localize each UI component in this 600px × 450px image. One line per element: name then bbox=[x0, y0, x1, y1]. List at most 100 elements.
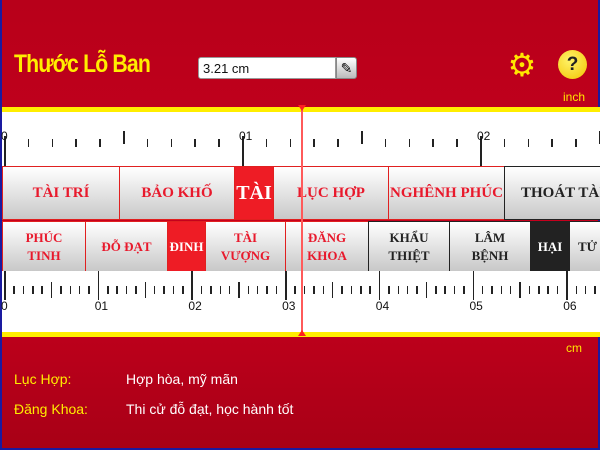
ruler-tick bbox=[4, 136, 6, 166]
segment-thoát-tài: THOÁT TÀI bbox=[504, 166, 600, 220]
ruler-tick bbox=[463, 286, 465, 294]
ruler-tick bbox=[41, 286, 43, 294]
ruler-tick bbox=[481, 286, 484, 294]
ruler-tick bbox=[69, 286, 72, 294]
cursor-bottom-marker-icon bbox=[298, 330, 306, 336]
ruler-tick bbox=[200, 286, 203, 294]
ruler-tick bbox=[503, 139, 506, 147]
ruler-tick bbox=[78, 286, 81, 294]
info-value: Hợp hòa, mỹ mãn bbox=[126, 371, 238, 387]
ruler-label: 06 bbox=[563, 299, 577, 313]
ruler-tick bbox=[378, 271, 381, 300]
ruler-tick bbox=[182, 286, 184, 294]
ruler-tick bbox=[32, 286, 34, 294]
segment-khẩu-thiệt: KHẨU THIỆT bbox=[368, 221, 450, 272]
ruler-tick bbox=[406, 286, 409, 294]
ruler-tick bbox=[528, 286, 531, 294]
ruler-tick bbox=[538, 286, 540, 294]
ruler-tick bbox=[107, 286, 109, 294]
pencil-icon[interactable]: ✎ bbox=[336, 57, 357, 79]
ruler-tick bbox=[256, 286, 259, 294]
segment-hại: HẠI bbox=[530, 221, 570, 272]
ruler-tick bbox=[125, 286, 128, 294]
ruler-tick bbox=[509, 286, 512, 294]
ruler-tick bbox=[435, 286, 437, 294]
ruler-tick bbox=[408, 139, 411, 147]
measurement-cursor[interactable] bbox=[301, 107, 303, 335]
ruler-label: 04 bbox=[375, 299, 390, 313]
ruler-tick bbox=[388, 286, 390, 294]
ruler-tick bbox=[153, 286, 156, 294]
ruler-tick bbox=[444, 286, 446, 294]
ruler-tick bbox=[88, 286, 90, 294]
ruler-tick bbox=[13, 286, 15, 294]
ruler-tick bbox=[337, 139, 339, 147]
info-key: Lục Hợp: bbox=[14, 371, 72, 387]
ruler-tick bbox=[551, 139, 553, 147]
ruler-tick bbox=[50, 282, 53, 298]
cursor-top-marker-icon bbox=[298, 105, 306, 111]
ruler-tick bbox=[146, 139, 149, 147]
ruler-tick bbox=[491, 286, 493, 294]
segment-lâm-bệnh: LÂM BỆNH bbox=[449, 221, 531, 272]
ruler-tick bbox=[218, 139, 220, 147]
ruler-tick bbox=[135, 286, 137, 294]
ruler-tick bbox=[456, 139, 458, 147]
gear-icon[interactable]: ⚙ bbox=[507, 47, 537, 83]
segment-đăng-khoa: ĐĂNG KHOA bbox=[285, 221, 369, 272]
ruler-tick bbox=[453, 286, 456, 294]
ruler-tick bbox=[472, 271, 474, 300]
ruler-label: 02 bbox=[188, 299, 202, 313]
ruler-tick bbox=[172, 286, 175, 294]
ruler-label: 05 bbox=[469, 299, 483, 313]
ruler-tick bbox=[384, 139, 387, 147]
ruler-tick bbox=[361, 131, 363, 144]
ruler-tick bbox=[575, 139, 577, 147]
ruler-tick bbox=[341, 286, 343, 294]
segment-tử-tuyệt: TỬ TUYỆT bbox=[569, 221, 600, 272]
ruler-tick bbox=[425, 282, 428, 298]
ruler-tick bbox=[313, 139, 315, 147]
ruler-tick bbox=[285, 271, 287, 300]
ruler-tick bbox=[99, 139, 101, 147]
ruler-tick bbox=[289, 139, 292, 147]
ruler-tick bbox=[210, 286, 212, 294]
ruler-tick bbox=[123, 131, 125, 144]
ruler-tick bbox=[266, 286, 268, 294]
ruler-tick bbox=[350, 286, 353, 294]
ruler-tick bbox=[97, 271, 100, 300]
segment-nghênh-phúc: NGHÊNH PHÚC bbox=[388, 166, 505, 220]
segment-đinh: ĐINH bbox=[167, 221, 206, 272]
ruler-tick bbox=[27, 139, 30, 147]
ruler-tick bbox=[60, 286, 62, 294]
ruler-label: 01 bbox=[239, 129, 253, 143]
ruler-tick bbox=[75, 139, 77, 147]
ruler-tick bbox=[228, 286, 231, 294]
ruler-tick bbox=[480, 136, 482, 166]
ruler-tick bbox=[556, 286, 559, 294]
inch-unit-label: inch bbox=[563, 90, 586, 104]
ruler-tick bbox=[584, 286, 587, 294]
ruler-label: 0 bbox=[1, 299, 8, 313]
ruler-label: 0 bbox=[1, 129, 8, 143]
ruler-tick bbox=[313, 286, 315, 294]
ruler-tick bbox=[51, 139, 54, 147]
ruler-tick bbox=[547, 286, 549, 294]
ruler-tick bbox=[265, 139, 268, 147]
ruler-tick bbox=[247, 286, 250, 294]
measurement-input[interactable]: 3.21 cm bbox=[198, 57, 336, 79]
ruler-tick bbox=[144, 282, 147, 298]
ruler-tick bbox=[594, 286, 596, 294]
segment-tài-vượng: TÀI VƯỢNG bbox=[205, 221, 286, 272]
info-key: Đăng Khoa: bbox=[14, 401, 88, 417]
ruler-tick bbox=[519, 282, 521, 298]
ruler-tick bbox=[416, 286, 418, 294]
segment-phúc-tinh: PHÚC TINH bbox=[2, 221, 86, 272]
ruler-tick bbox=[527, 139, 530, 147]
ruler-tick bbox=[242, 136, 244, 166]
ruler-tick bbox=[294, 286, 296, 294]
ruler-tick bbox=[219, 286, 221, 294]
ruler-tick bbox=[566, 271, 568, 300]
question-icon[interactable]: ? bbox=[558, 50, 587, 79]
